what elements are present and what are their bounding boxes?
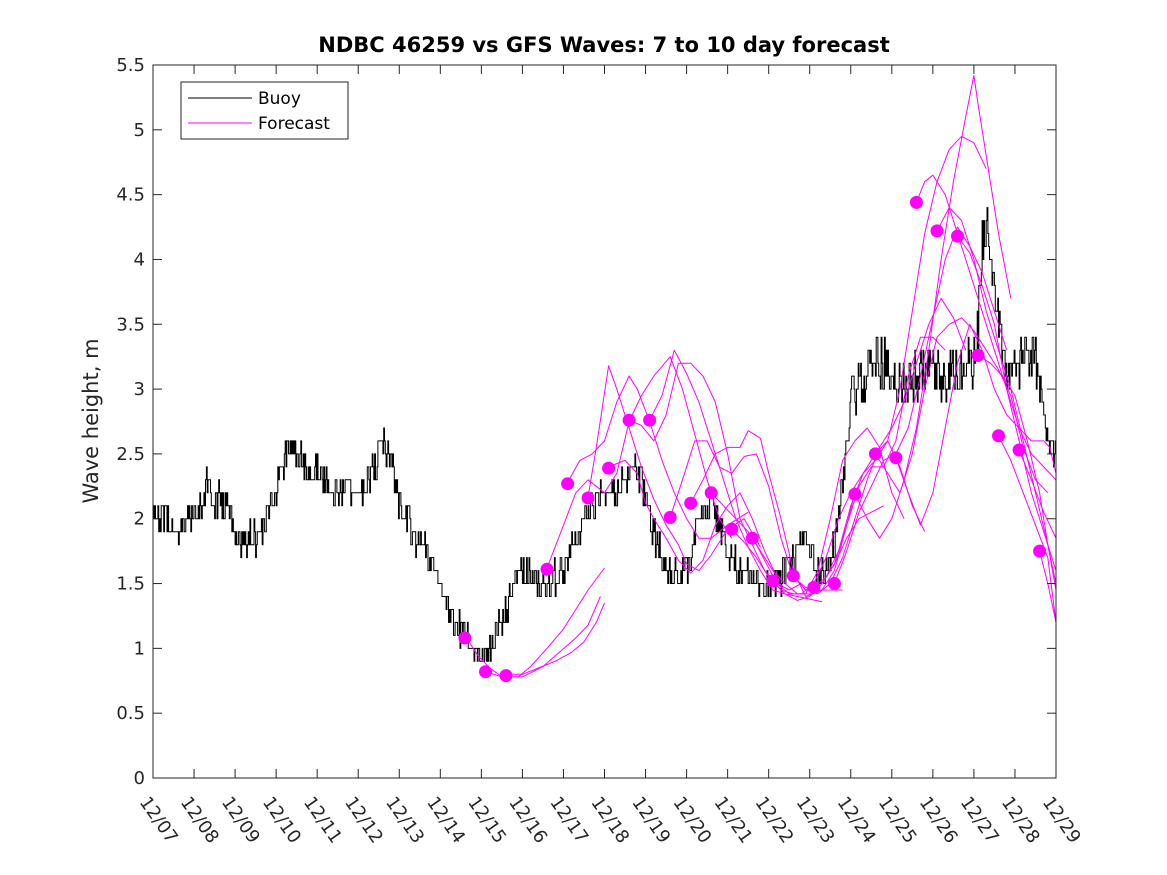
- y-tick-label: 2.5: [116, 444, 145, 465]
- legend: Buoy Forecast: [180, 81, 349, 140]
- forecast-marker-26: [1012, 443, 1026, 457]
- forecast-marker-9: [663, 510, 677, 524]
- y-tick-label: 3: [134, 379, 145, 400]
- forecast-line-23: [936, 207, 1056, 591]
- legend-box: [180, 81, 349, 140]
- y-tick-label: 1.5: [116, 574, 145, 595]
- forecast-marker-1: [479, 665, 492, 679]
- forecast-line-16: [792, 297, 967, 595]
- buoy-line: [153, 207, 1056, 662]
- forecast-marker-23: [951, 229, 964, 243]
- chart-title: NDBC 46259 vs GFS Waves: 7 to 10 day for…: [318, 33, 889, 57]
- forecast-line-22: [915, 174, 1056, 481]
- forecast-line-24: [957, 235, 1056, 571]
- forecast-marker-19: [868, 447, 882, 461]
- series-group: [153, 74, 1056, 683]
- forecast-marker-25: [992, 429, 1005, 443]
- forecast-marker-24: [971, 348, 985, 362]
- forecast-line-25: [977, 354, 1056, 584]
- forecast-marker-10: [684, 496, 698, 510]
- forecast-line-27: [1018, 449, 1056, 539]
- forecast-marker-14: [766, 574, 780, 588]
- y-axis: 0 0.5 1 1.5 2 2.5 3 3.5 4 4.5 5 5.5: [116, 55, 1056, 789]
- forecast-marker-11: [704, 486, 718, 500]
- forecast-marker-6: [602, 461, 616, 475]
- forecast-marker-13: [745, 531, 759, 545]
- forecast-line-15: [772, 336, 946, 601]
- forecast-marker-15: [786, 569, 800, 583]
- forecast-line-17: [813, 135, 987, 588]
- forecast-marker-4: [561, 477, 575, 491]
- forecast-line-1: [464, 567, 605, 678]
- forecast-marker-0: [458, 631, 472, 645]
- forecast-line-19: [854, 74, 1012, 539]
- forecast-marker-22: [930, 224, 944, 238]
- forecast-line-6: [587, 365, 761, 572]
- forecast-marker-8: [643, 413, 657, 427]
- y-tick-label: 0: [134, 768, 145, 789]
- y-axis-label: Wave height, m: [79, 338, 103, 503]
- forecast-marker-16: [807, 580, 821, 594]
- forecast-line-4: [546, 356, 733, 569]
- forecast-line-3: [506, 602, 605, 675]
- forecast-marker-5: [581, 491, 595, 505]
- y-tick-label: 1: [134, 638, 145, 659]
- y-tick-label: 2: [134, 509, 145, 530]
- y-tick-label: 5: [134, 120, 145, 141]
- plot-area: [153, 65, 1056, 778]
- legend-buoy-label: Buoy: [258, 89, 301, 109]
- forecast-marker-7: [622, 413, 636, 427]
- forecast-line-26: [998, 435, 1056, 623]
- forecast-marker-20: [889, 451, 903, 465]
- forecast-marker-3: [540, 562, 554, 576]
- forecast-marker-2: [499, 669, 513, 683]
- y-tick-label: 0.5: [116, 703, 145, 724]
- forecast-line-21: [895, 323, 1056, 526]
- y-tick-label: 4: [134, 249, 145, 270]
- y-tick-label: 3.5: [116, 314, 145, 335]
- forecast-marker-18: [848, 487, 862, 501]
- legend-forecast-label: Forecast: [258, 114, 330, 134]
- series-layer: [153, 74, 1056, 683]
- forecast-marker-12: [725, 522, 739, 536]
- forecast-marker-27: [1033, 544, 1047, 558]
- y-tick-label: 4.5: [116, 185, 145, 206]
- y-tick-label: 5.5: [116, 55, 145, 76]
- forecast-line-11: [690, 430, 856, 597]
- forecast-marker-17: [827, 577, 841, 590]
- forecast-line-13: [731, 427, 905, 595]
- forecast-line-7: [608, 459, 778, 578]
- forecast-line-18: [833, 226, 1008, 584]
- forecast-marker-21: [909, 195, 923, 209]
